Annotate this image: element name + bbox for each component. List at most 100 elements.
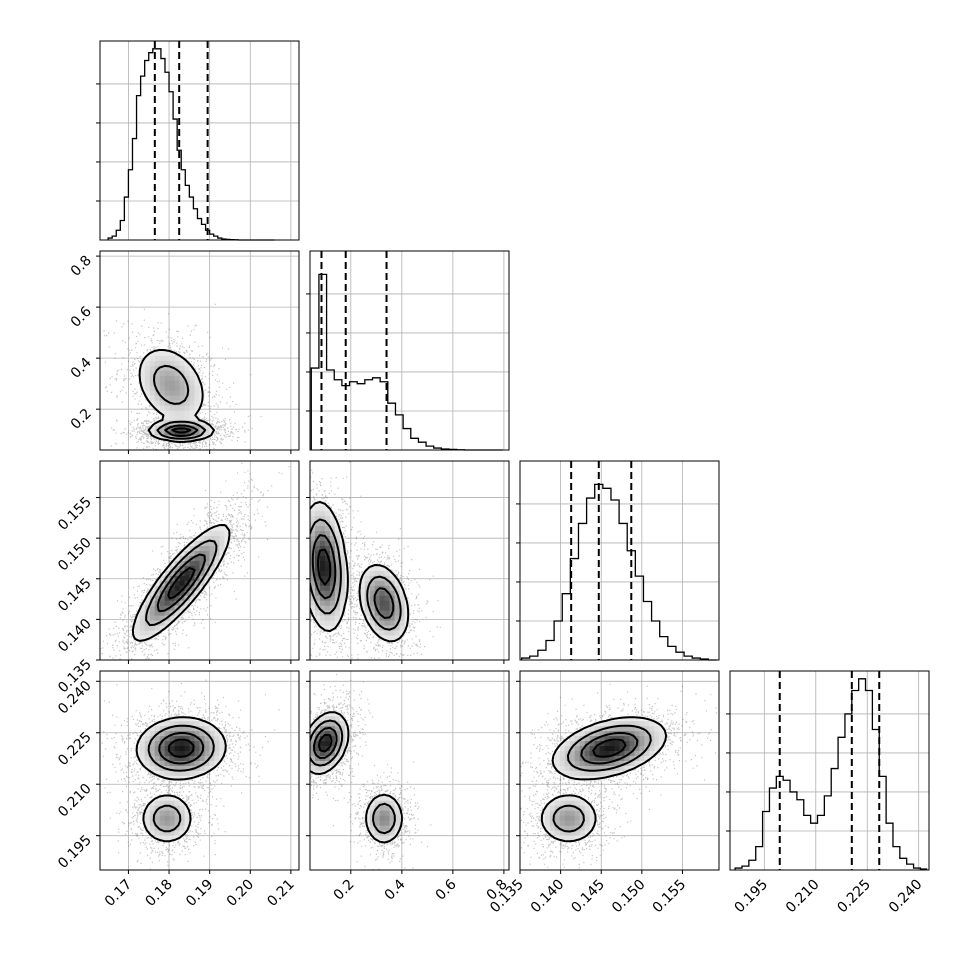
density-cell xyxy=(164,600,171,606)
density-cell xyxy=(339,605,346,611)
density-cell xyxy=(399,620,405,626)
density-cell xyxy=(634,725,640,732)
density-cell xyxy=(174,775,181,781)
density-cell xyxy=(154,610,161,616)
density-cell xyxy=(314,580,321,586)
density-cell xyxy=(174,805,181,811)
density-cell xyxy=(144,595,151,601)
density-cell xyxy=(564,765,571,771)
density-cell xyxy=(154,425,161,431)
contour-line xyxy=(540,716,668,843)
density-cell xyxy=(339,565,346,571)
density-cell xyxy=(179,800,185,806)
density-cell xyxy=(149,590,156,596)
x-tick-label: 0.21 xyxy=(264,877,297,910)
density-cell xyxy=(159,820,166,826)
density-cell xyxy=(214,530,220,537)
density-cell xyxy=(379,565,386,571)
density-cell xyxy=(339,750,346,756)
density-cell xyxy=(624,755,630,761)
density-cell xyxy=(189,415,195,421)
density-cell xyxy=(324,625,331,631)
density-cell xyxy=(179,820,185,826)
density-cell xyxy=(594,725,601,732)
density-cell xyxy=(329,565,336,571)
density-cell xyxy=(339,720,346,727)
density-cell xyxy=(184,365,190,371)
density-cell xyxy=(184,720,190,727)
density-cell xyxy=(149,370,156,376)
density-cell xyxy=(144,745,151,752)
density-cell xyxy=(164,370,171,376)
density-cell xyxy=(544,810,551,816)
density-cell xyxy=(169,360,176,366)
density-cell xyxy=(604,735,610,742)
density-cell xyxy=(214,540,220,546)
density-cell xyxy=(164,570,171,576)
density-cell xyxy=(564,805,571,811)
density-cell xyxy=(179,750,185,756)
density-cell xyxy=(184,410,190,416)
density-cell xyxy=(649,725,655,732)
density-cell xyxy=(179,775,185,781)
density-cell xyxy=(324,575,331,581)
density-cell xyxy=(394,605,400,611)
density-cell xyxy=(159,720,166,727)
density-cell xyxy=(184,725,190,732)
density-cell xyxy=(629,755,635,761)
density-cell xyxy=(199,560,205,566)
density-cell xyxy=(154,355,161,361)
density-cell xyxy=(154,590,161,596)
density-cell xyxy=(334,525,341,532)
density-cell xyxy=(314,600,321,606)
density-cell xyxy=(324,570,331,576)
density-cell xyxy=(204,720,210,727)
density-cell xyxy=(609,745,615,752)
density-cell xyxy=(394,630,400,636)
density-cell xyxy=(334,735,341,742)
density-cell xyxy=(164,400,171,406)
contour-line xyxy=(167,738,195,758)
panel-content xyxy=(310,671,509,870)
density-cell xyxy=(144,365,151,371)
density-cell xyxy=(329,515,336,522)
density-cell xyxy=(394,825,400,831)
density-cell xyxy=(584,765,591,771)
density-cell xyxy=(154,740,161,747)
density-cell xyxy=(214,560,220,566)
density-cell xyxy=(334,555,341,561)
density-cell xyxy=(314,595,321,601)
density-cell xyxy=(364,615,371,621)
density-cell xyxy=(164,395,171,401)
density-cell xyxy=(310,505,316,512)
density-cell xyxy=(329,560,336,566)
density-cell xyxy=(549,810,556,816)
density-cell xyxy=(599,750,605,756)
histogram-steps xyxy=(310,273,503,451)
contour-line xyxy=(164,424,199,437)
density-cell xyxy=(559,760,566,766)
density-cell xyxy=(319,550,326,556)
density-cell xyxy=(159,815,166,821)
density-cell xyxy=(359,595,366,601)
density-cell xyxy=(139,615,146,621)
density-cell xyxy=(569,740,576,747)
density-cell xyxy=(314,765,321,771)
density-cell xyxy=(204,550,210,556)
density-cell xyxy=(179,370,185,376)
density-cell xyxy=(184,555,190,561)
density-cell xyxy=(599,735,605,742)
density-cell xyxy=(139,370,146,376)
density-cell xyxy=(374,610,381,616)
density-cell xyxy=(179,735,185,742)
density-cell xyxy=(219,525,225,532)
density-cell xyxy=(169,755,176,761)
density-cell xyxy=(169,810,176,816)
density-cell xyxy=(164,825,171,831)
density-cell xyxy=(624,745,630,752)
density-cell xyxy=(139,610,146,616)
density-cell xyxy=(169,415,176,421)
density-cell xyxy=(184,745,190,752)
density-cell xyxy=(159,810,166,816)
density-cell xyxy=(179,375,185,381)
